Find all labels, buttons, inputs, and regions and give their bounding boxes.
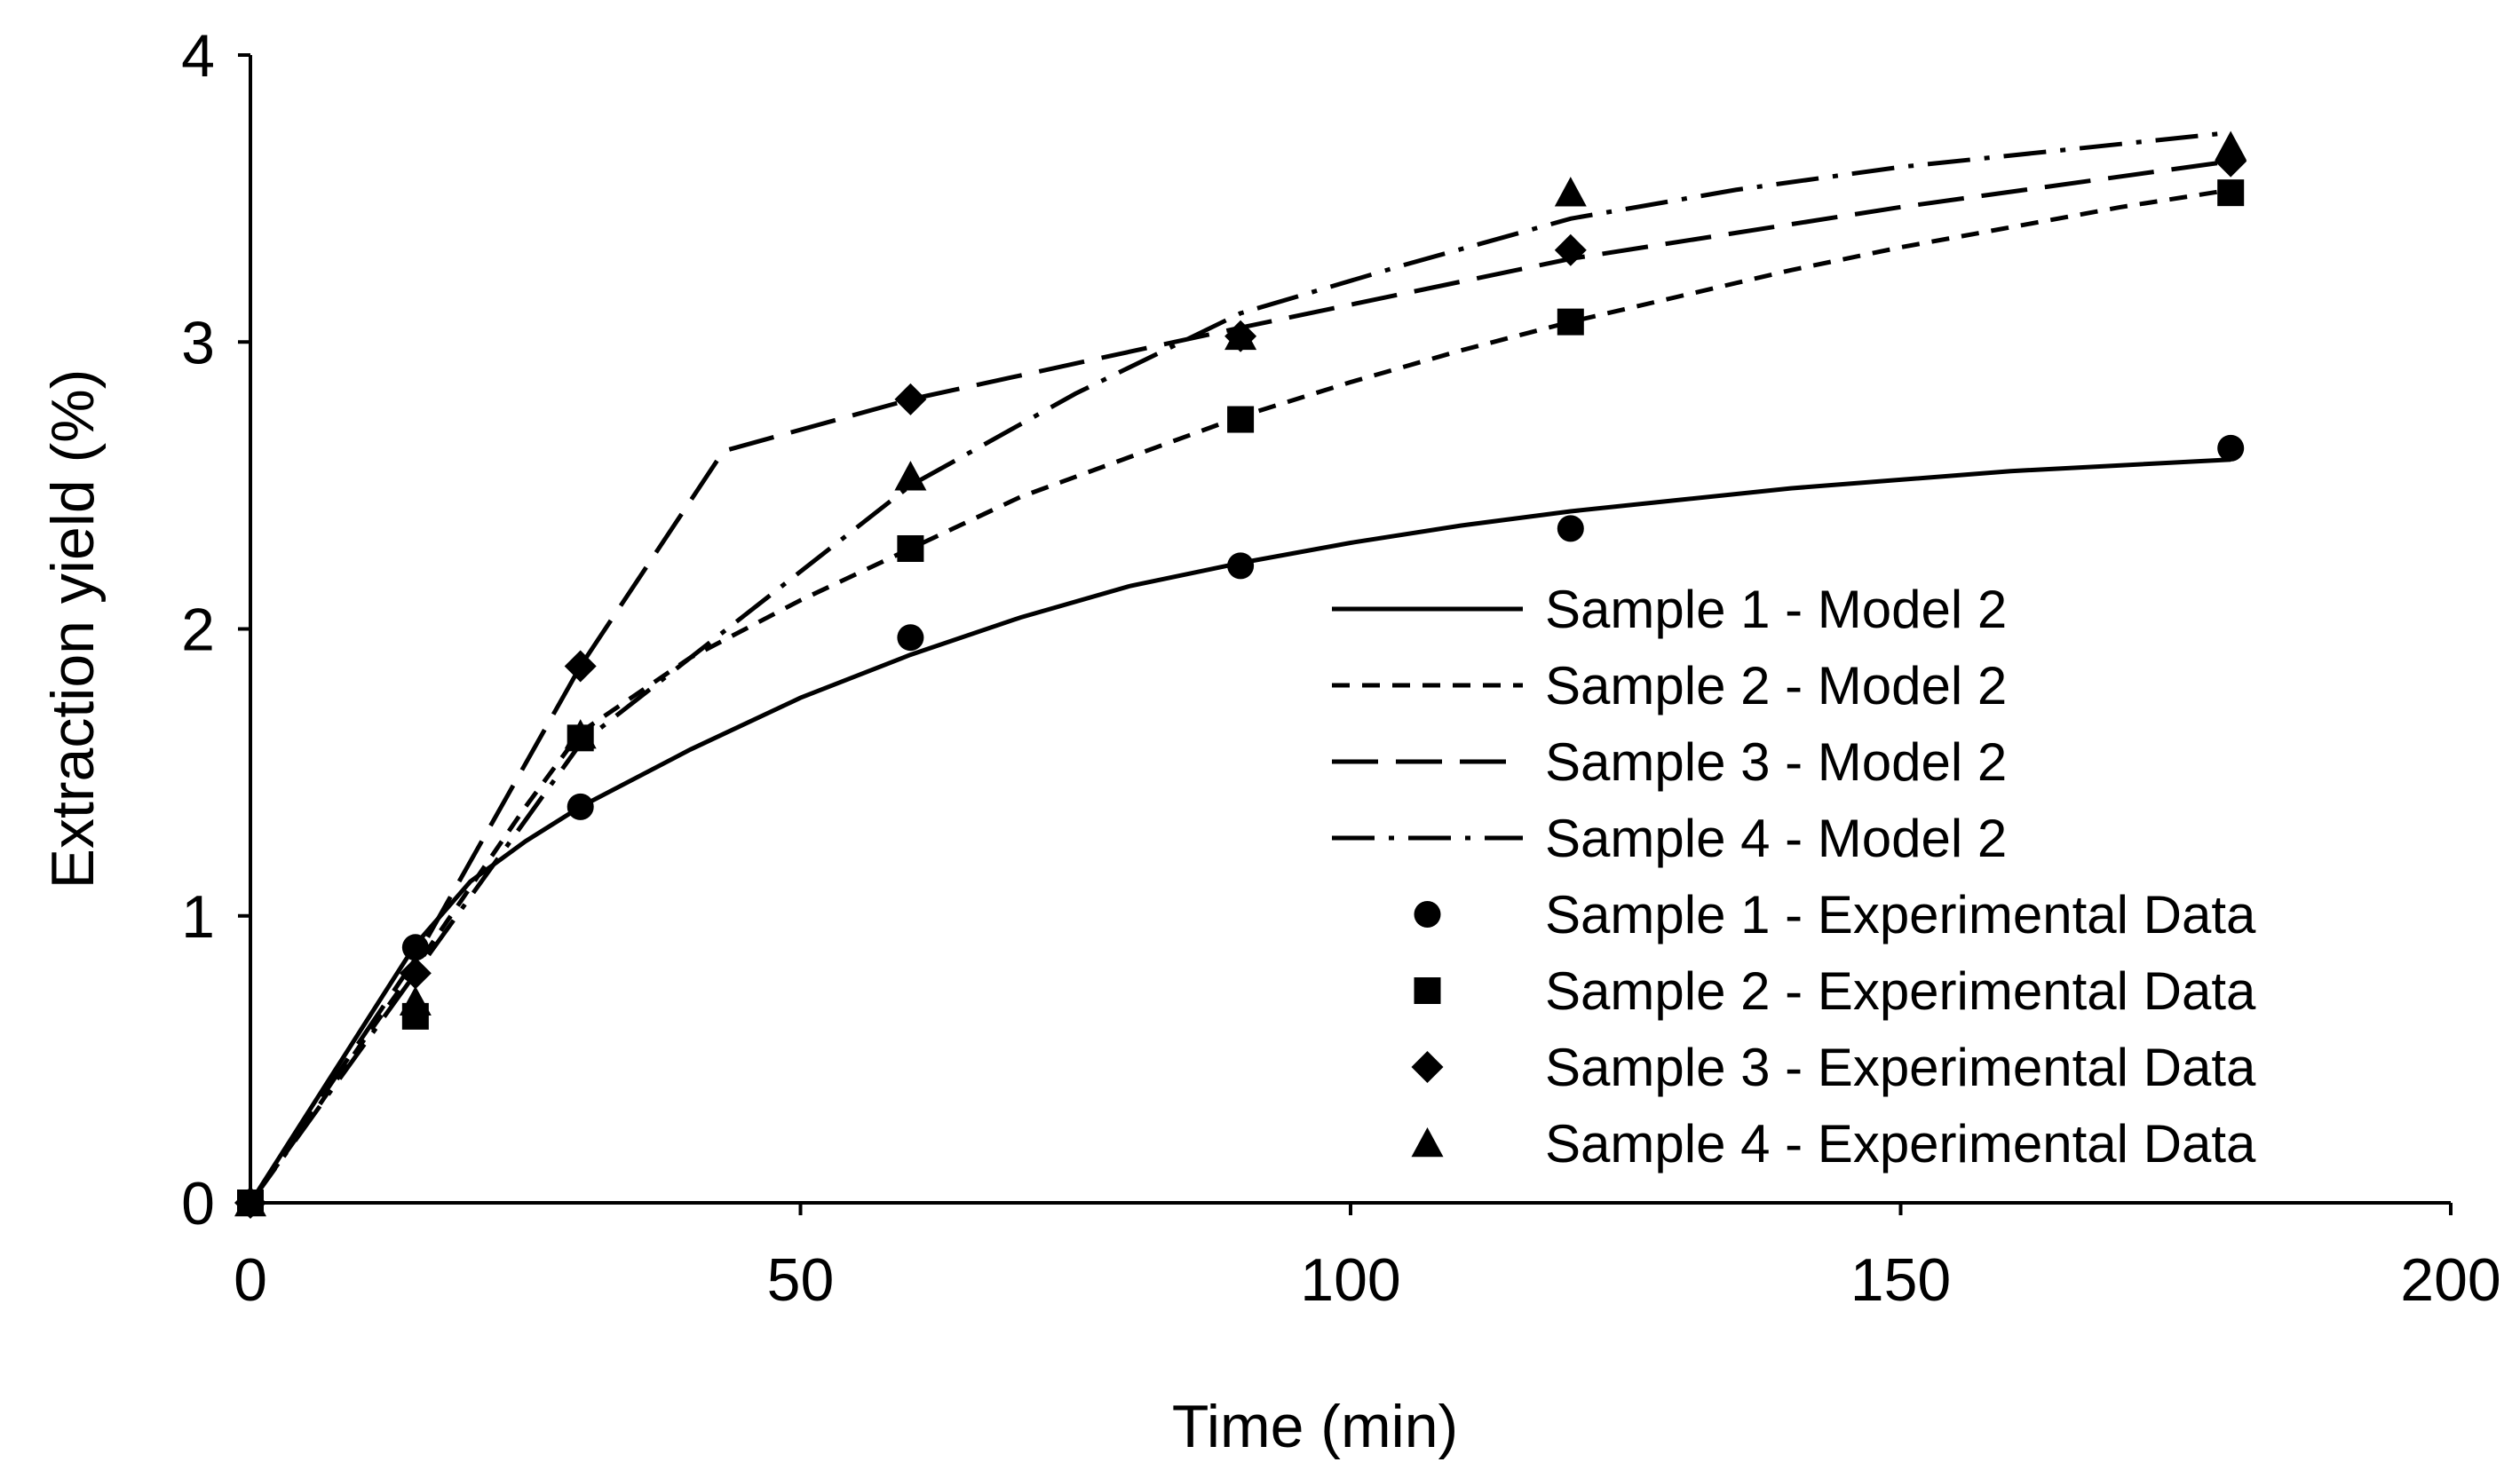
experimental-markers <box>234 130 2247 1219</box>
legend-label: Sample 4 - Experimental Data <box>1545 1114 2256 1174</box>
data-point-sample-1 <box>897 624 924 652</box>
data-point-sample-1 <box>1227 552 1255 580</box>
y-tick-label: 3 <box>181 309 215 376</box>
data-point-sample-1 <box>2217 434 2245 462</box>
y-tick-label: 2 <box>181 597 215 664</box>
legend-swatch-marker <box>1414 977 1441 1004</box>
x-tick-label: 50 <box>767 1246 835 1314</box>
data-point-sample-1 <box>401 934 429 961</box>
series-line-sample-3 <box>248 159 2231 1205</box>
series-line-sample-2 <box>248 187 2231 1205</box>
axes: 0 1 2 3 4 0 50 100 150 200 Time (min) Extraction yi… <box>39 22 2501 1460</box>
data-point-sample-1 <box>1557 515 1584 542</box>
legend: Sample 1 - Model 2 Sample 2 - Model 2 Samp… <box>1332 580 2256 1174</box>
data-point-sample-2 <box>897 534 924 562</box>
data-point-sample-4 <box>2215 130 2247 161</box>
data-point-sample-4 <box>399 985 432 1016</box>
legend-label: Sample 1 - Experimental Data <box>1545 885 2256 944</box>
y-tick-label: 1 <box>181 883 215 951</box>
y-tick-label: 4 <box>181 22 215 90</box>
data-point-sample-4 <box>1554 177 1587 207</box>
x-tick-label: 150 <box>1850 1246 1951 1314</box>
legend-label: Sample 2 - Model 2 <box>1545 656 2007 715</box>
data-point-sample-4 <box>234 1187 266 1217</box>
data-point-sample-4 <box>894 461 927 491</box>
legend-label: Sample 3 - Model 2 <box>1545 732 2007 792</box>
data-point-sample-3 <box>399 957 432 990</box>
x-tick-label: 0 <box>234 1246 267 1314</box>
data-point-sample-2 <box>1227 406 1255 433</box>
legend-label: Sample 4 - Model 2 <box>1545 809 2007 868</box>
data-point-sample-2 <box>2217 179 2245 207</box>
legend-swatch-marker <box>1414 901 1441 928</box>
data-point-sample-4 <box>564 719 597 749</box>
y-axis-title: Extraction yield (%) <box>39 369 107 889</box>
data-point-sample-2 <box>1557 308 1584 336</box>
data-point-sample-3 <box>1554 233 1587 266</box>
legend-label: Sample 1 - Model 2 <box>1545 580 2007 639</box>
data-point-sample-3 <box>564 650 597 683</box>
x-tick-label: 200 <box>2400 1246 2500 1314</box>
data-point-sample-3 <box>894 383 927 415</box>
legend-label: Sample 3 - Experimental Data <box>1545 1038 2256 1097</box>
x-tick-label: 100 <box>1300 1246 1400 1314</box>
y-tick-label: 0 <box>181 1170 215 1237</box>
data-point-sample-4 <box>1224 320 1257 351</box>
x-axis-title: Time (min) <box>1172 1393 1458 1460</box>
legend-swatch-marker <box>1411 1127 1444 1158</box>
legend-swatch-marker <box>1411 1051 1444 1083</box>
data-point-sample-1 <box>567 793 594 820</box>
legend-label: Sample 2 - Experimental Data <box>1545 961 2256 1021</box>
